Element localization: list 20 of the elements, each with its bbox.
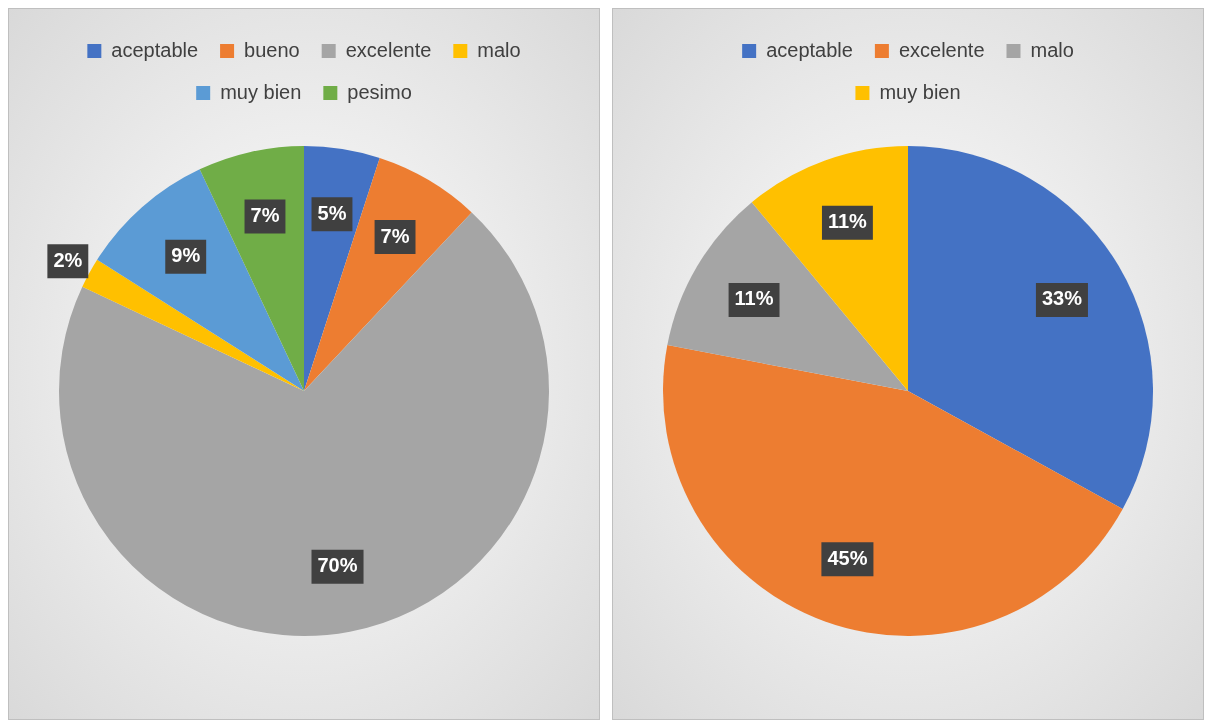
- data-label: 11%: [827, 210, 868, 233]
- data-label: 5%: [317, 201, 347, 224]
- data-label: 70%: [317, 554, 358, 577]
- data-label: 45%: [827, 546, 868, 569]
- legend-label: muy bien: [879, 80, 961, 103]
- legend-label: bueno: [244, 38, 300, 61]
- data-label: 9%: [171, 244, 201, 267]
- data-label: 33%: [1041, 287, 1083, 310]
- legend-label: excelente: [345, 38, 432, 61]
- legend-label: excelente: [898, 38, 985, 61]
- legend-label: muy bien: [220, 80, 302, 103]
- data-label: 7%: [380, 224, 410, 247]
- legend-label: aceptable: [111, 38, 199, 61]
- data-label: 7%: [250, 203, 280, 226]
- legend-label: pesimo: [347, 80, 412, 103]
- legend-label: malo: [477, 38, 521, 61]
- legend-label: aceptable: [766, 38, 853, 61]
- data-label: 2%: [53, 248, 83, 271]
- data-label: 11%: [734, 287, 774, 310]
- legend-label: malo: [1030, 38, 1074, 61]
